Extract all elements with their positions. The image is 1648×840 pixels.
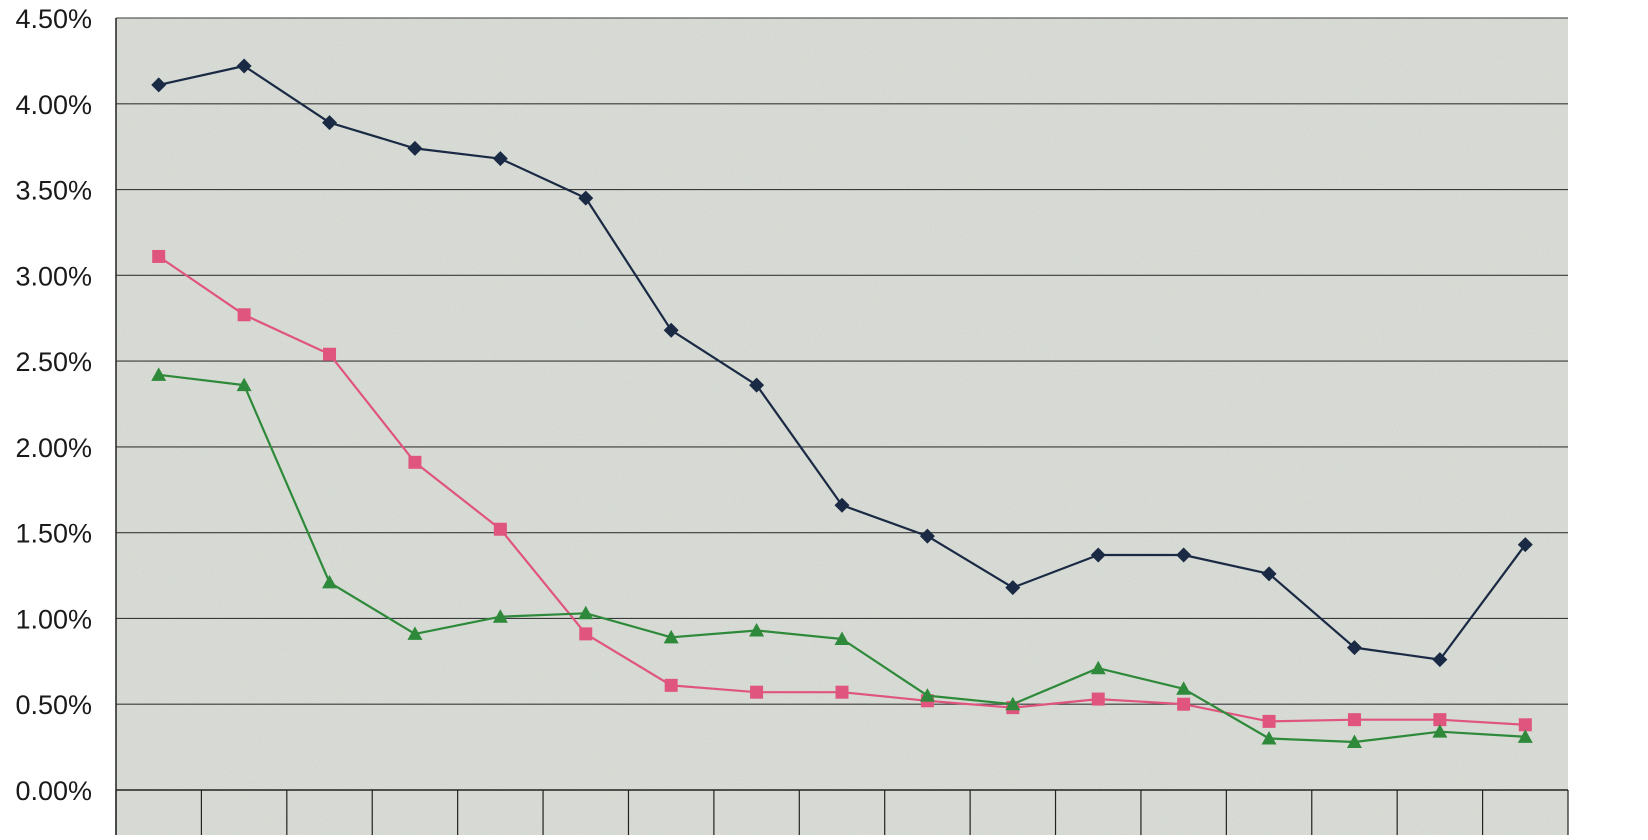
diamond-marker [1517,537,1533,553]
triangle-marker [1346,734,1362,748]
diamond-marker [919,528,935,544]
triangle-marker [919,688,935,702]
triangle-marker [1090,660,1106,675]
diamond-marker [578,190,594,206]
y-tick-label: 1.50% [15,519,92,549]
diamond-marker [322,115,338,131]
square-marker [323,347,337,361]
square-marker [408,455,422,469]
triangle-marker [1176,681,1192,695]
diamond-marker [236,58,252,74]
y-tick-label: 3.50% [15,176,92,206]
triangle-marker [322,574,338,589]
square-marker [1091,692,1105,706]
series-lines [151,58,1533,748]
triangle-marker [834,631,850,646]
triangle-marker [1517,729,1533,743]
square-marker [579,627,593,641]
square-marker [750,685,764,699]
diamond-marker [1346,640,1362,656]
diamond-marker [492,151,508,167]
diamond-marker [834,497,850,513]
square-marker [493,522,507,536]
square-marker [1433,713,1447,727]
square-marker [1347,713,1361,727]
triangle-marker [578,605,594,620]
diamond-marker [749,377,765,393]
triangle-marker [1432,724,1448,738]
triangle-marker [151,367,167,381]
square-marker [152,249,166,263]
triangle-marker [1261,731,1277,745]
square-marker [835,685,849,699]
diamond-marker [1090,547,1106,563]
y-tick-label: 0.50% [15,690,92,720]
diamond-marker [1176,547,1192,563]
diamond-marker [151,77,167,93]
y-tick-label: 4.00% [15,90,92,120]
gridlines [116,17,1568,705]
y-tick-label: 2.00% [15,433,92,463]
diamond-marker [663,322,679,338]
y-tick-label: 2.50% [15,347,92,377]
triangle-marker [749,622,765,637]
square-marker [1262,714,1276,728]
square-marker [1177,697,1191,711]
square-marker [664,678,678,692]
plot-texture [116,18,1568,835]
axes [115,18,1569,835]
series-3 [151,367,1533,748]
y-tick-label: 0.00% [15,776,92,806]
diamond-marker [1261,566,1277,582]
y-tick-label: 3.00% [15,261,92,291]
triangle-marker [1005,696,1021,711]
diamond-marker [1005,580,1021,596]
triangle-marker [407,626,423,640]
diamond-marker [407,140,423,156]
triangle-marker [663,629,679,644]
y-axis-tick-labels: 0.00% 0.50% 1.00% 1.50% 2.00% 2.50% 3.00% 3.50%… [15,4,92,806]
square-marker [1518,718,1532,732]
diamond-marker [1432,652,1448,668]
square-marker [237,308,251,322]
series-1 [151,58,1533,668]
triangle-marker [492,609,508,623]
y-tick-label: 1.00% [15,604,92,634]
triangle-marker [236,377,252,392]
y-tick-label: 4.50% [15,4,92,34]
